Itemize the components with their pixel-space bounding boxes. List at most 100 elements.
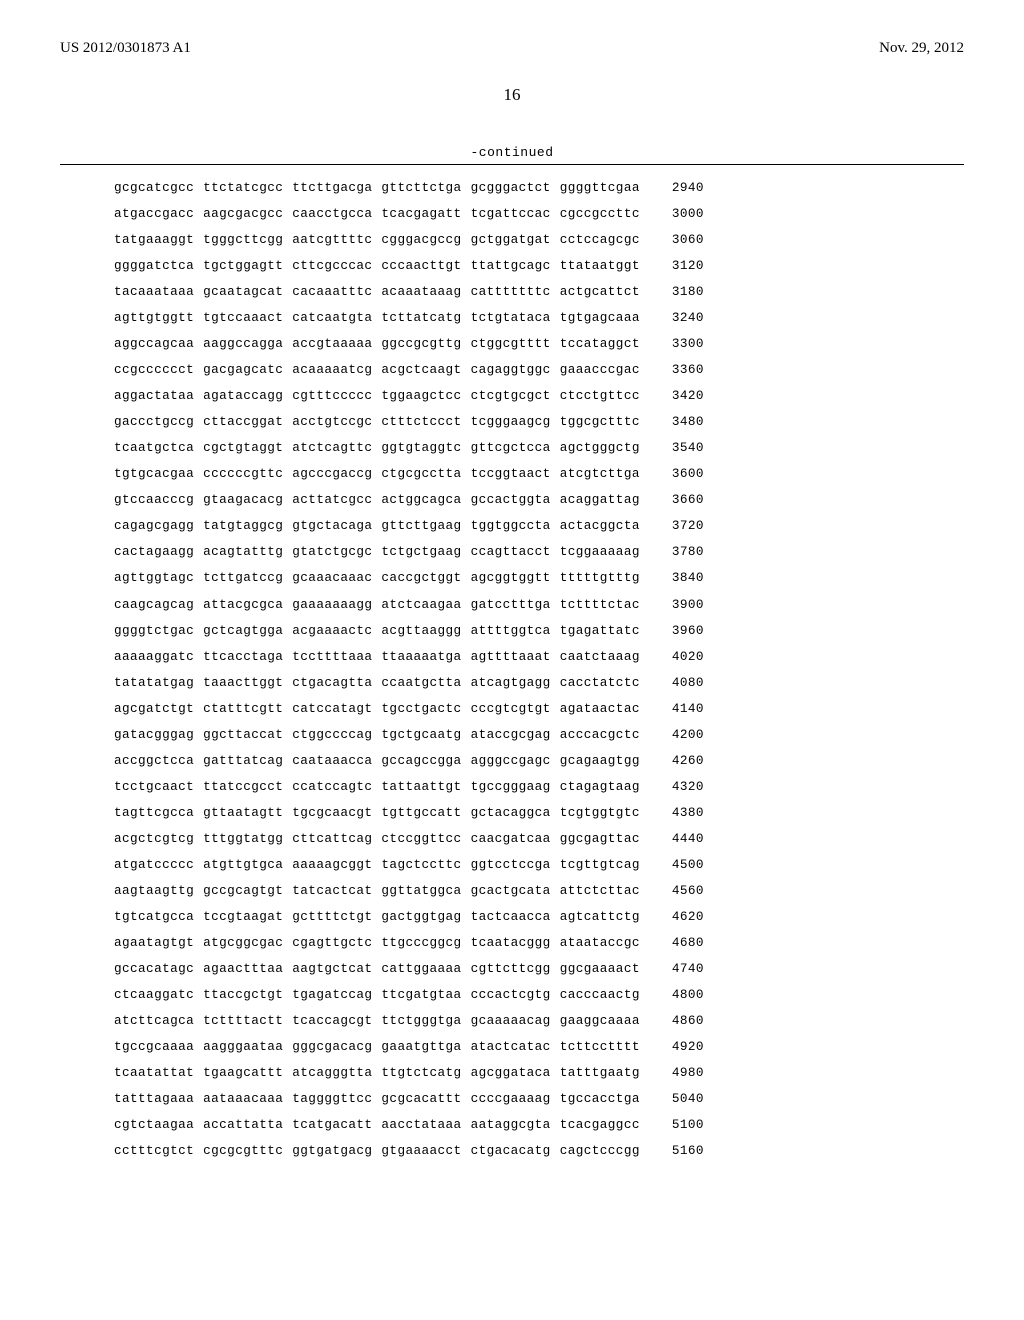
sequence-group: acccacgctc [560,722,640,748]
sequence-groups: cagagcgaggtatgtaggcggtgctacagagttcttgaag… [114,513,640,539]
sequence-group: acgttaaggg [381,618,461,644]
sequence-group: tgcctgactc [381,696,461,722]
sequence-groups: gtccaacccggtaagacacgacttatcgccactggcagca… [114,487,640,513]
sequence-group: ttctatcgcc [203,175,283,201]
sequence-row: tatttagaaaaataaacaaataggggttccgcgcacattt… [114,1086,964,1112]
sequence-group: cccaacttgt [381,253,461,279]
sequence-group: ttgtctcatg [381,1060,461,1086]
sequence-group: tatatatgag [114,670,194,696]
sequence-group: aaaaagcggt [292,852,372,878]
sequence-group: cctccagcgc [560,227,640,253]
sequence-group: ttctgggtga [381,1008,461,1034]
sequence-group: tatgtaggcg [203,513,283,539]
sequence-group: ccagttacct [471,539,551,565]
sequence-group: caatctaaag [560,644,640,670]
sequence-group: ccccccgttc [203,461,283,487]
sequence-row: accggctccagatttatcagcaataaaccagccagccgga… [114,748,964,774]
sequence-group: accattatta [203,1112,283,1138]
sequence-group: aagtaagttg [114,878,194,904]
sequence-group: tcgattccac [471,201,551,227]
sequence-position: 3540 [672,435,704,461]
sequence-group: gaaacccgac [560,357,640,383]
sequence-position: 4560 [672,878,704,904]
sequence-group: acaaaaatcg [292,357,372,383]
sequence-position: 3960 [672,618,704,644]
sequence-group: gctggatgat [471,227,551,253]
sequence-group: tcttcctttt [560,1034,640,1060]
sequence-group: accgtaaaaa [292,331,372,357]
sequence-group: tgccacctga [560,1086,640,1112]
sequence-group: ggggtctgac [114,618,194,644]
sequence-position: 3480 [672,409,704,435]
sequence-group: ggcgagttac [560,826,640,852]
sequence-position: 4860 [672,1008,704,1034]
sequence-groups: tgccgcaaaaaagggaataagggcgacacggaaatgttga… [114,1034,640,1060]
sequence-groups: tatttagaaaaataaacaaataggggttccgcgcacattt… [114,1086,640,1112]
sequence-group: ctgcgcctta [381,461,461,487]
sequence-row: cgtctaagaaaccattattatcatgacattaacctataaa… [114,1112,964,1138]
sequence-position: 3180 [672,279,704,305]
sequence-groups: atgatcccccatgttgtgcaaaaaagcggttagctccttc… [114,852,640,878]
sequence-group: cccgtcgtgt [471,696,551,722]
sequence-group: gaaggcaaaa [560,1008,640,1034]
sequence-group: ggccgcgttg [381,331,461,357]
sequence-group: acttatcgcc [292,487,372,513]
sequence-row: ccgcccccctgacgagcatcacaaaaatcgacgctcaagt… [114,357,964,383]
sequence-group: cattggaaaa [381,956,461,982]
sequence-group: gatacgggag [114,722,194,748]
sequence-group: acgctcaagt [381,357,461,383]
sequence-group: catttttttc [471,279,551,305]
sequence-group: gttcttctga [381,175,461,201]
sequence-groups: tatatatgagtaaacttggtctgacagttaccaatgctta… [114,670,640,696]
sequence-row: tgccgcaaaaaagggaataagggcgacacggaaatgttga… [114,1034,964,1060]
sequence-groups: atcttcagcatcttttactttcaccagcgtttctgggtga… [114,1008,640,1034]
sequence-group: ctccggttcc [381,826,461,852]
sequence-groups: agttgtggtttgtccaaactcatcaatgtatcttatcatg… [114,305,640,331]
sequence-group: atgatccccc [114,852,194,878]
sequence-group: gttcgctcca [471,435,551,461]
sequence-group: gggcgacacg [292,1034,372,1060]
sequence-group: ataataccgc [560,930,640,956]
sequence-group: caccgctggt [381,565,461,591]
sequence-group: agttttaaat [471,644,551,670]
header-left: US 2012/0301873 A1 [60,40,191,57]
sequence-group: ctatttcgtt [203,696,283,722]
sequence-row: atgatcccccatgttgtgcaaaaaagcggttagctccttc… [114,852,964,878]
sequence-group: atgcggcgac [203,930,283,956]
sequence-group: agttggtagc [114,565,194,591]
sequence-group: tgaagcattt [203,1060,283,1086]
sequence-group: ggtgtaggtc [381,435,461,461]
sequence-group: gccgcagtgt [203,878,283,904]
sequence-group: accggctcca [114,748,194,774]
sequence-group: ttatccgcct [203,774,283,800]
sequence-groups: atgaccgaccaagcgacgcccaacctgccatcacgagatt… [114,201,640,227]
sequence-position: 4500 [672,852,704,878]
sequence-group: tattaattgt [381,774,461,800]
sequence-group: tagctccttc [381,852,461,878]
sequence-group: caataaacca [292,748,372,774]
sequence-group: ataccgcgag [471,722,551,748]
sequence-group: tcttgatccg [203,565,283,591]
sequence-group: catccatagt [292,696,372,722]
sequence-group: gatcctttga [471,592,551,618]
sequence-group: aggccagcaa [114,331,194,357]
sequence-group: ctttctccct [381,409,461,435]
sequence-group: ttcacctaga [203,644,283,670]
sequence-group: cgttcttcgg [471,956,551,982]
sequence-row: tcaatgctcacgctgtaggtatctcagttcggtgtaggtc… [114,435,964,461]
sequence-row: tacaaataaagcaatagcatcacaaatttcacaaataaag… [114,279,964,305]
sequence-groups: tcctgcaactttatccgcctccatccagtctattaattgt… [114,774,640,800]
sequence-group: cgtttccccc [292,383,372,409]
sequence-group: ctggcgtttt [471,331,551,357]
sequence-group: ctgacagtta [292,670,372,696]
sequence-position: 4740 [672,956,704,982]
sequence-groups: ctcaaggatcttaccgctgttgagatccagttcgatgtaa… [114,982,640,1008]
sequence-group: tctgtataca [471,305,551,331]
sequence-group: tcacgaggcc [560,1112,640,1138]
sequence-position: 3720 [672,513,704,539]
sequence-group: tccggtaact [471,461,551,487]
sequence-row: gaccctgccgcttaccggatacctgtccgcctttctccct… [114,409,964,435]
sequence-row: tcctgcaactttatccgcctccatccagtctattaattgt… [114,774,964,800]
sequence-position: 4800 [672,982,704,1008]
sequence-group: ttattgcagc [471,253,551,279]
